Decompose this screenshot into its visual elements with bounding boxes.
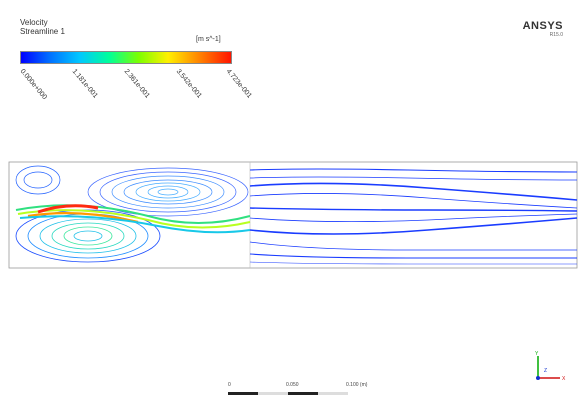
scale-segment-3 xyxy=(288,392,318,395)
legend-ticks: 0.000e+000 1.181e-001 2.361e-001 3.542e-… xyxy=(20,66,260,136)
velocity-legend: Velocity Streamline 1 [m s^-1] 0.000e+00… xyxy=(20,18,240,36)
scale-segment-2 xyxy=(258,392,288,395)
axis-triad: Y X Z xyxy=(530,348,570,388)
axis-z-label: Z xyxy=(544,368,547,374)
scale-label-1: 0.050 xyxy=(286,382,299,388)
scale-bar: 0 0.050 0.100 (m) xyxy=(228,382,378,398)
scale-label-2: 0.100 (m) xyxy=(346,382,367,388)
legend-units: [m s^-1] xyxy=(196,36,221,43)
streamline-view[interactable] xyxy=(8,158,578,270)
legend-tick-4: 4.723e-001 xyxy=(225,68,253,100)
legend-tick-1: 1.181e-001 xyxy=(71,68,99,100)
scale-segment-4 xyxy=(318,392,348,395)
logo-brand: ANSYS xyxy=(523,20,563,32)
upper-vortex-core xyxy=(163,190,173,194)
scale-segment-1 xyxy=(228,392,258,395)
lower-vortex-core xyxy=(82,233,98,239)
logo-version: R15.0 xyxy=(523,32,563,38)
legend-tick-3: 3.542e-001 xyxy=(175,68,203,100)
legend-tick-0: 0.000e+000 xyxy=(19,68,48,101)
axis-x-label: X xyxy=(562,376,566,382)
legend-subtitle: Streamline 1 xyxy=(20,27,240,36)
color-bar xyxy=(20,51,232,64)
legend-title: Velocity xyxy=(20,18,240,27)
legend-tick-2: 2.361e-001 xyxy=(123,68,151,100)
scale-label-0: 0 xyxy=(228,382,231,388)
ansys-logo: ANSYS R15.0 xyxy=(523,20,563,38)
